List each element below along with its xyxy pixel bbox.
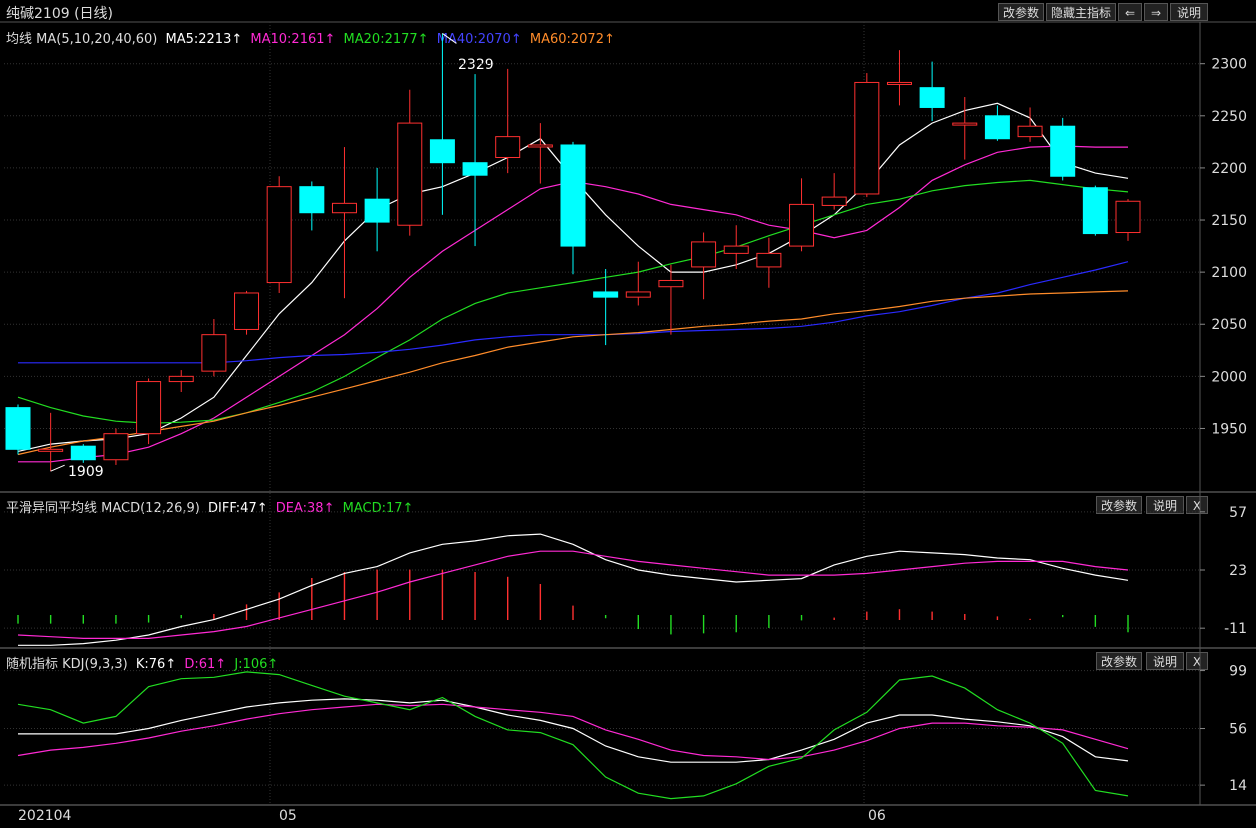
ma-line-ma40	[18, 261, 1129, 364]
k-value: K:76↑	[135, 657, 177, 672]
candle-body-22	[723, 245, 749, 254]
d-value: D:61↑	[184, 657, 227, 672]
low-marker-line	[50, 464, 65, 472]
kdj-line-j	[17, 671, 1129, 800]
candle-body-20	[658, 279, 684, 288]
kdj-close-button[interactable]: X	[1186, 652, 1208, 670]
kdj-legend: 随机指标 KDJ(9,3,3) K:76↑ D:61↑ J:106↑	[6, 653, 282, 672]
y-tick-label-2-1: 56	[1229, 722, 1247, 738]
ma5-value: MA5:2213↑	[165, 32, 243, 47]
y-tick-label-0-7: 2300	[1211, 57, 1247, 73]
y-tick-label-0-2: 2050	[1211, 317, 1247, 333]
ma-line-ma20	[17, 179, 1129, 424]
ma-title: 均线 MA(5,10,20,40,60)	[6, 32, 158, 47]
candle-body-16	[527, 144, 553, 148]
candle-body-8	[266, 186, 292, 284]
macd-close-button[interactable]: X	[1186, 496, 1208, 514]
y-tick-label-0-5: 2200	[1211, 161, 1247, 177]
ma10-value: MA10:2161↑	[250, 32, 336, 47]
candle-body-29	[952, 122, 978, 126]
y-tick-label-1-0: -11	[1224, 621, 1247, 637]
candle-body-9	[299, 186, 325, 214]
candle-body-11	[364, 198, 390, 223]
candle-body-12	[397, 122, 423, 226]
y-tick-label-0-6: 2250	[1211, 109, 1247, 125]
candle-body-28	[919, 87, 945, 108]
help-button[interactable]: 说明	[1170, 3, 1208, 21]
high-price-label: 2329	[458, 57, 494, 73]
candle-body-3	[103, 433, 129, 461]
j-value: J:106↑	[234, 657, 279, 672]
macd-help-button[interactable]: 说明	[1146, 496, 1184, 514]
candle-body-15	[495, 136, 521, 158]
ma-line-ma60	[17, 290, 1129, 456]
arrow-left-icon[interactable]: ⇐	[1118, 3, 1142, 21]
candle-body-10	[331, 202, 357, 214]
diff-value: DIFF:47↑	[208, 501, 268, 516]
high-marker-line	[442, 33, 457, 44]
candle-body-34	[1115, 200, 1141, 234]
candle-body-2	[70, 445, 96, 461]
y-tick-label-0-1: 2000	[1211, 369, 1247, 385]
candle-body-31	[1017, 125, 1043, 138]
candle-body-13	[429, 139, 455, 164]
y-tick-label-2-0: 14	[1229, 778, 1247, 794]
candle-body-25	[821, 196, 847, 206]
candle-body-32	[1050, 125, 1076, 177]
candle-body-5	[168, 375, 194, 383]
kdj-params-button[interactable]: 改参数	[1096, 652, 1142, 670]
x-label-june: 06	[868, 808, 886, 824]
x-label-may: 05	[279, 808, 297, 824]
hide-main-indicator-button[interactable]: 隐藏主指标	[1046, 3, 1116, 21]
ma60-value: MA60:2072↑	[529, 32, 615, 47]
y-tick-label-0-0: 1950	[1211, 421, 1247, 437]
candle-body-33	[1082, 187, 1108, 235]
kdj-title: 随机指标 KDJ(9,3,3)	[6, 657, 128, 672]
arrow-right-icon[interactable]: ⇒	[1144, 3, 1168, 21]
candle-body-30	[984, 115, 1010, 140]
params-button[interactable]: 改参数	[998, 3, 1044, 21]
candle-body-21	[691, 241, 717, 268]
ma40-value: MA40:2070↑	[436, 32, 522, 47]
y-tick-label-0-3: 2100	[1211, 265, 1247, 281]
ma20-value: MA20:2177↑	[343, 32, 429, 47]
candle-body-14	[462, 162, 488, 176]
main-indicator-legend: 均线 MA(5,10,20,40,60) MA5:2213↑ MA10:2161…	[6, 28, 619, 47]
candle-body-27	[886, 81, 912, 85]
candle-body-7	[234, 292, 260, 330]
candle-body-23	[756, 252, 782, 268]
kdj-line-d	[17, 703, 1129, 761]
candle-body-17	[560, 144, 586, 247]
macd-line-dea	[17, 550, 1129, 640]
y-tick-label-1-2: 57	[1229, 505, 1247, 521]
macd-line-diff	[18, 533, 1129, 646]
candle-body-1	[38, 448, 64, 452]
candle-body-4	[136, 381, 162, 435]
low-price-label: 1909	[68, 464, 104, 480]
kdj-help-button[interactable]: 说明	[1146, 652, 1184, 670]
candle-body-26	[854, 81, 880, 195]
y-tick-label-1-1: 23	[1229, 563, 1247, 579]
candle-body-6	[201, 334, 227, 372]
candle-body-0	[5, 407, 31, 450]
candle-body-24	[789, 203, 815, 247]
y-tick-label-2-2: 99	[1229, 664, 1247, 680]
macd-value: MACD:17↑	[342, 501, 414, 516]
macd-params-button[interactable]: 改参数	[1096, 496, 1142, 514]
candle-body-19	[625, 291, 651, 298]
x-label-april: 202104	[18, 808, 72, 824]
symbol-title: 纯碱2109 (日线)	[6, 6, 114, 22]
y-tick-label-0-4: 2150	[1211, 213, 1247, 229]
candle-body-18	[593, 291, 619, 298]
kdj-line-k	[18, 698, 1129, 763]
